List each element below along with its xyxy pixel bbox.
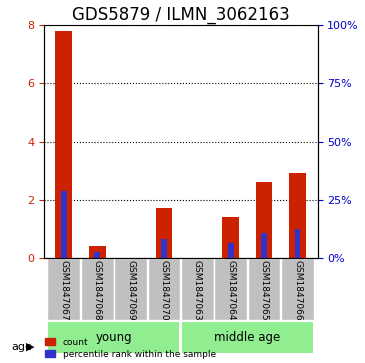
Text: GSM1847067: GSM1847067 (59, 260, 68, 320)
Bar (295, 229, 300, 258)
Text: ▶: ▶ (26, 342, 34, 352)
Text: GSM1847070: GSM1847070 (160, 260, 169, 320)
Bar (61, 191, 67, 258)
Text: GSM1847063: GSM1847063 (193, 260, 202, 320)
Text: GSM1847065: GSM1847065 (260, 260, 269, 320)
Bar (94, 252, 100, 258)
FancyBboxPatch shape (81, 258, 114, 319)
Text: age: age (11, 342, 32, 352)
FancyBboxPatch shape (47, 258, 80, 319)
FancyBboxPatch shape (281, 258, 314, 319)
FancyBboxPatch shape (181, 321, 314, 354)
FancyBboxPatch shape (214, 258, 247, 319)
Bar (228, 243, 234, 258)
FancyBboxPatch shape (248, 258, 280, 319)
Text: GSM1847066: GSM1847066 (293, 260, 302, 320)
Title: GDS5879 / ILMN_3062163: GDS5879 / ILMN_3062163 (72, 6, 289, 24)
FancyBboxPatch shape (114, 258, 147, 319)
Bar (261, 233, 267, 258)
Bar (161, 239, 167, 258)
Text: young: young (96, 331, 132, 344)
Bar (89, 246, 105, 258)
Text: GSM1847069: GSM1847069 (126, 260, 135, 320)
Bar (222, 217, 239, 258)
Text: middle age: middle age (214, 331, 281, 344)
Bar (55, 31, 72, 258)
Text: GSM1847064: GSM1847064 (226, 260, 235, 320)
Bar (256, 182, 273, 258)
Text: GSM1847068: GSM1847068 (93, 260, 102, 320)
Legend: count, percentile rank within the sample: count, percentile rank within the sample (41, 334, 219, 362)
FancyBboxPatch shape (147, 258, 180, 319)
Bar (289, 174, 306, 258)
Bar (155, 208, 172, 258)
FancyBboxPatch shape (181, 258, 214, 319)
FancyBboxPatch shape (47, 321, 180, 354)
